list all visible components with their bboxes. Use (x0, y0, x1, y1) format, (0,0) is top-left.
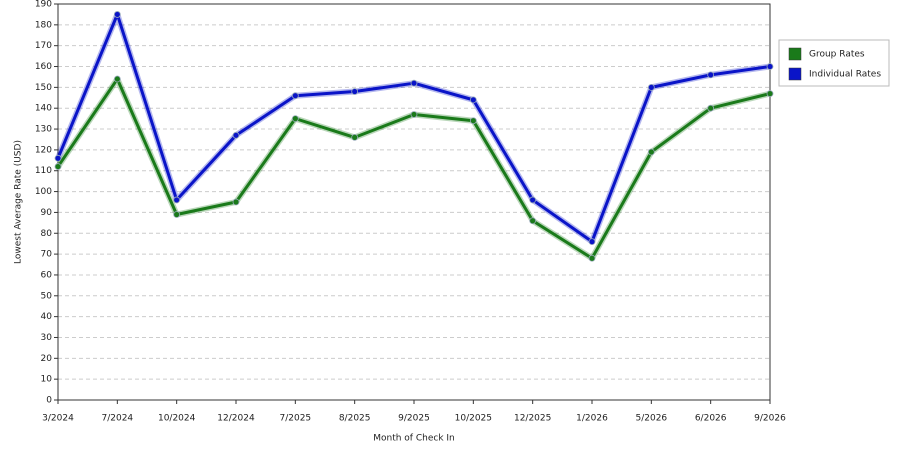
x-tick-label: 8/2025 (339, 414, 371, 424)
x-tick-label: 5/2026 (635, 414, 667, 424)
point (54, 154, 62, 162)
point (232, 198, 240, 206)
y-tick-label: 60 (41, 270, 53, 280)
x-tick-label: 7/2024 (101, 414, 133, 424)
y-tick-label: 20 (41, 354, 53, 364)
point (529, 196, 537, 204)
point (291, 92, 299, 100)
point (173, 211, 181, 218)
line-glow (55, 11, 771, 245)
point (469, 117, 477, 125)
x-tick-label: 6/2026 (695, 414, 727, 424)
y-tick-label: 190 (35, 0, 52, 10)
x-tick-label: 10/2024 (158, 414, 196, 424)
point (232, 131, 240, 139)
point (351, 88, 359, 95)
y-tick-label: 170 (35, 41, 52, 51)
x-tick-label: 1/2026 (576, 414, 608, 424)
y-tick-label: 30 (41, 333, 53, 343)
legend-swatch (788, 47, 802, 61)
legend-label: Individual Rates (809, 70, 881, 80)
point (54, 163, 62, 170)
point (113, 75, 121, 83)
point (529, 217, 537, 225)
y-axis-title: Lowest Average Rate (USD) (14, 140, 24, 264)
x-tick-label: 9/2026 (754, 414, 786, 424)
y-tick-label: 10 (41, 375, 53, 385)
legend-swatch (788, 67, 802, 81)
point (647, 148, 655, 156)
x-tick-label: 10/2025 (455, 414, 492, 424)
point (113, 11, 121, 18)
y-tick-label: 0 (46, 396, 52, 406)
y-tick-label: 120 (35, 145, 52, 155)
y-tick-label: 180 (35, 20, 52, 30)
plot-frame (57, 3, 771, 401)
legend-label: Group Rates (809, 50, 865, 60)
point (647, 83, 655, 91)
y-tick-label: 100 (35, 187, 52, 197)
point (588, 254, 596, 262)
point (766, 63, 774, 70)
point (410, 111, 418, 118)
x-tick-label: 9/2025 (398, 414, 430, 424)
x-tick-label: 7/2025 (279, 414, 311, 424)
y-tick-label: 130 (35, 125, 52, 135)
point (410, 79, 418, 87)
point (707, 71, 715, 79)
point (588, 238, 596, 246)
point (707, 104, 715, 112)
y-tick-label: 150 (35, 83, 52, 93)
line (56, 12, 771, 244)
y-tick-label: 80 (41, 229, 53, 239)
y-tick-label: 140 (35, 104, 52, 114)
y-tick-label: 50 (41, 291, 53, 301)
x-tick-label: 3/2024 (42, 414, 74, 424)
x-tick-label: 12/2024 (217, 414, 255, 424)
x-axis-title: Month of Check In (373, 434, 455, 444)
point (469, 96, 477, 104)
y-tick-label: 70 (41, 250, 53, 260)
y-tick-label: 110 (35, 166, 52, 176)
point (291, 115, 299, 123)
x-tick-label: 12/2025 (514, 414, 551, 424)
y-tick-label: 160 (35, 62, 52, 72)
y-tick-label: 40 (41, 312, 53, 322)
point (351, 133, 359, 141)
point (173, 196, 181, 204)
y-tick-label: 90 (41, 208, 53, 218)
point (766, 90, 774, 98)
